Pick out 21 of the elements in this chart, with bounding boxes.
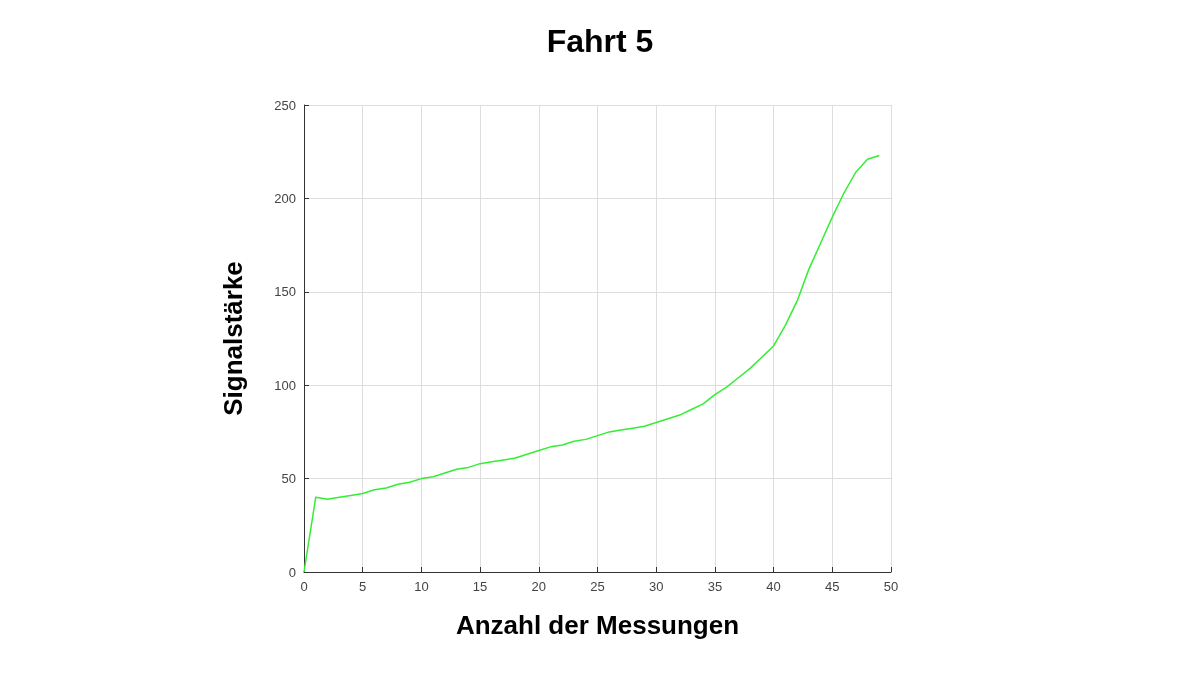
y-tick-label: 200 (274, 190, 296, 206)
x-tick-label: 10 (414, 579, 429, 594)
x-tick-label: 50 (883, 579, 899, 594)
y-tick-label: 150 (274, 284, 296, 300)
x-tick-label: 35 (707, 579, 723, 594)
line-series (303, 154, 881, 573)
x-tick-label: 45 (825, 579, 840, 594)
y-axis-title: Signalstärke (218, 261, 248, 416)
y-tick-label: 0 (288, 564, 296, 580)
y-tick-label: 250 (274, 97, 296, 113)
x-axis-title: Anzahl der Messungen (455, 610, 740, 640)
x-tick-label: 15 (472, 579, 488, 594)
chart-title: Fahrt 5 (546, 23, 654, 59)
x-tick-label: 5 (359, 579, 367, 594)
x-tick-label: 0 (300, 579, 308, 594)
x-tick-label: 20 (531, 579, 547, 594)
x-tick-label: 30 (648, 579, 664, 594)
x-tick-label: 25 (590, 579, 605, 594)
y-tick-label: 50 (281, 471, 296, 487)
x-tick-label: 40 (766, 579, 781, 594)
y-tick-label: 100 (274, 377, 296, 393)
